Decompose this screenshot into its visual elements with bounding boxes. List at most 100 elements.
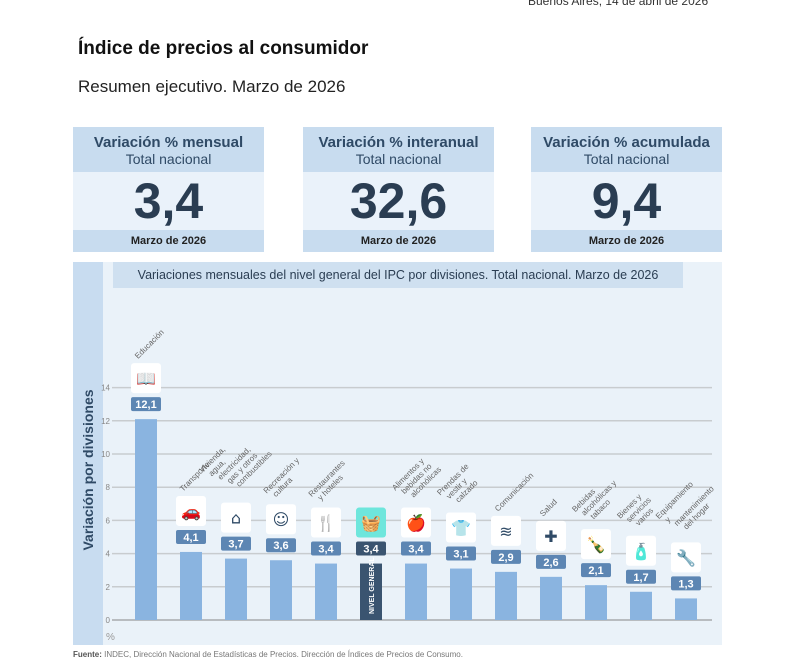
value-label: 3,4 xyxy=(318,544,334,556)
value-label: 12,1 xyxy=(135,399,156,411)
food-icon: 🍎 xyxy=(406,514,426,533)
category-label: Bienes yserviciosvarios xyxy=(615,489,659,533)
kpi-title: Variación % mensual xyxy=(93,134,244,151)
bar xyxy=(585,585,607,620)
y-tick-label: 4 xyxy=(106,550,111,559)
category-label: Prendas devestir ycalzado xyxy=(435,462,483,510)
icon-box xyxy=(446,512,476,543)
category-label: Recreación ycultura xyxy=(262,456,308,502)
value-label-box xyxy=(266,538,296,553)
y-tick-label: 10 xyxy=(101,450,110,459)
bar-inner-label: NIVEL GENERAL xyxy=(369,557,376,614)
value-label: 4,1 xyxy=(183,532,198,544)
source-label: Fuente: xyxy=(73,650,102,659)
y-tick-label: 14 xyxy=(101,384,110,393)
bar xyxy=(180,551,202,620)
value-label: 1,7 xyxy=(633,572,648,584)
value-label-box xyxy=(221,536,251,551)
icon-box xyxy=(626,535,656,566)
icon-box xyxy=(176,495,206,526)
value-label-box xyxy=(626,569,656,584)
bar xyxy=(495,571,517,620)
value-label-box xyxy=(671,576,701,591)
wifi-icon: ≋ xyxy=(499,522,512,541)
bar xyxy=(135,419,157,620)
bar xyxy=(675,598,697,620)
value-label: 3,6 xyxy=(273,540,288,552)
y-axis-band xyxy=(73,262,103,645)
restaurant-icon: 🍴 xyxy=(316,514,336,533)
value-label-box xyxy=(536,554,566,569)
category-label: Equipamientoymantenimientodel hogar xyxy=(654,471,723,540)
page-title: Índice de precios al consumidor xyxy=(78,38,369,59)
value-label: 2,9 xyxy=(498,552,513,564)
value-label: 2,6 xyxy=(543,557,558,569)
value-label-box xyxy=(131,397,161,412)
bar xyxy=(225,558,247,620)
value-label-box xyxy=(581,563,611,578)
category-label: Salud xyxy=(538,497,559,518)
icon-box xyxy=(581,529,611,560)
house-icon: ⌂ xyxy=(231,509,241,528)
icon-box xyxy=(221,502,251,533)
kpi-value: 3,4 xyxy=(73,172,264,230)
report-date: Buenos Aires, 14 de abril de 2026 xyxy=(528,0,709,8)
bar xyxy=(450,568,472,620)
bar xyxy=(270,560,292,620)
kpi-card-yearly: Variación % interanual Total nacional 32,… xyxy=(303,127,494,252)
theater-icon: ☺ xyxy=(273,510,290,529)
kpi-title: Variación % interanual xyxy=(318,134,479,151)
category-label: Alimentos ybebidas noalcohólicas xyxy=(390,452,443,505)
icon-box xyxy=(266,504,296,535)
icon-box xyxy=(131,363,161,394)
category-label: Comunicación xyxy=(493,471,535,513)
book-icon: 📖 xyxy=(136,369,156,388)
y-unit-label: % xyxy=(106,632,115,643)
kpi-value: 32,6 xyxy=(303,172,494,230)
category-label: Bebidasalcohólicas ytabaco xyxy=(570,472,624,526)
value-label: 2,1 xyxy=(588,565,603,577)
bar xyxy=(315,563,337,620)
y-tick-label: 6 xyxy=(106,516,111,525)
value-label: 1,3 xyxy=(678,578,693,590)
y-tick-label: 12 xyxy=(101,417,110,426)
kpi-period: Marzo de 2026 xyxy=(73,230,264,252)
value-label-box xyxy=(356,541,386,556)
y-tick-label: 2 xyxy=(106,583,111,592)
kpi-value: 9,4 xyxy=(531,172,722,230)
kpi-period: Marzo de 2026 xyxy=(531,230,722,252)
kpi-subtitle: Total nacional xyxy=(355,151,442,167)
kpi-subtitle: Total nacional xyxy=(583,151,670,167)
value-label-box xyxy=(446,546,476,561)
icon-box xyxy=(491,515,521,546)
bar xyxy=(540,576,562,620)
source-text: INDEC, Dirección Nacional de Estadística… xyxy=(104,650,463,659)
source-note: Fuente: INDEC, Dirección Nacional de Est… xyxy=(73,650,463,659)
tools-icon: 🔧 xyxy=(676,548,696,567)
icon-box xyxy=(311,507,341,538)
chart-title: Variaciones mensuales del nivel general … xyxy=(113,262,683,288)
kpi-subtitle: Total nacional xyxy=(125,151,212,167)
value-label-box xyxy=(401,541,431,556)
bar xyxy=(630,591,652,620)
kpi-title: Variación % acumulada xyxy=(543,134,710,151)
y-tick-label: 0 xyxy=(106,616,111,625)
icon-box xyxy=(671,542,701,573)
kpi-period: Marzo de 2026 xyxy=(303,230,494,252)
car-icon: 🚗 xyxy=(181,502,201,521)
value-label: 3,1 xyxy=(453,549,468,561)
category-label: Educación xyxy=(133,328,166,361)
soap-icon: 🧴 xyxy=(631,542,651,561)
page-subtitle: Resumen ejecutivo. Marzo de 2026 xyxy=(78,77,346,96)
value-label-box xyxy=(176,529,206,544)
kpi-card-accumulated: Variación % acumulada Total nacional 9,4 … xyxy=(531,127,722,252)
category-label: Restaurantesy hoteles xyxy=(307,459,353,505)
bar xyxy=(360,563,382,620)
shirt-icon: 👕 xyxy=(451,519,471,538)
value-label-box xyxy=(311,541,341,556)
icon-box xyxy=(536,520,566,551)
health-icon: ✚ xyxy=(544,527,557,546)
bottle-icon: 🍾 xyxy=(586,535,606,554)
